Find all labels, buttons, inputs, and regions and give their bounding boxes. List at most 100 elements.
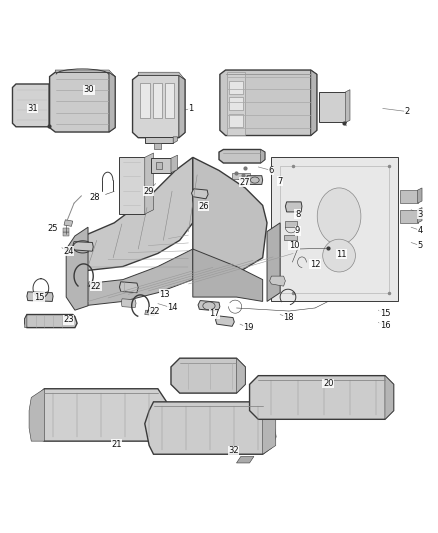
Text: 5: 5 bbox=[417, 241, 423, 250]
Polygon shape bbox=[119, 157, 145, 214]
Polygon shape bbox=[286, 202, 302, 212]
Polygon shape bbox=[171, 155, 177, 173]
Text: 4: 4 bbox=[417, 226, 423, 235]
Polygon shape bbox=[219, 149, 265, 163]
Polygon shape bbox=[73, 241, 93, 251]
Text: 20: 20 bbox=[323, 379, 333, 388]
Text: 25: 25 bbox=[47, 223, 57, 232]
Polygon shape bbox=[49, 72, 115, 132]
Ellipse shape bbox=[323, 239, 356, 272]
Polygon shape bbox=[145, 137, 173, 143]
Text: 27: 27 bbox=[239, 177, 250, 187]
Text: 10: 10 bbox=[289, 241, 299, 250]
Text: 23: 23 bbox=[63, 315, 74, 324]
Text: 9: 9 bbox=[295, 226, 300, 235]
Text: 30: 30 bbox=[84, 85, 94, 94]
Polygon shape bbox=[25, 314, 77, 328]
Text: 14: 14 bbox=[167, 303, 177, 312]
Polygon shape bbox=[346, 90, 350, 123]
Polygon shape bbox=[120, 282, 138, 293]
Polygon shape bbox=[133, 75, 185, 138]
Text: 2: 2 bbox=[404, 107, 410, 116]
Polygon shape bbox=[267, 223, 280, 302]
Polygon shape bbox=[270, 276, 286, 286]
Polygon shape bbox=[250, 376, 394, 419]
Ellipse shape bbox=[317, 188, 361, 245]
Text: 8: 8 bbox=[295, 209, 300, 219]
Polygon shape bbox=[272, 157, 398, 302]
Polygon shape bbox=[66, 227, 88, 310]
Text: 17: 17 bbox=[209, 309, 220, 318]
Text: 18: 18 bbox=[283, 313, 294, 322]
Text: 22: 22 bbox=[91, 281, 101, 290]
Polygon shape bbox=[138, 72, 185, 79]
Polygon shape bbox=[400, 190, 418, 203]
Polygon shape bbox=[151, 158, 171, 173]
Polygon shape bbox=[155, 161, 162, 169]
Polygon shape bbox=[385, 376, 394, 419]
Polygon shape bbox=[237, 456, 254, 463]
Polygon shape bbox=[191, 189, 208, 199]
Text: 24: 24 bbox=[63, 247, 74, 256]
Text: 11: 11 bbox=[336, 250, 346, 259]
Polygon shape bbox=[12, 84, 52, 127]
Polygon shape bbox=[171, 358, 245, 393]
Text: 29: 29 bbox=[143, 187, 153, 196]
Polygon shape bbox=[165, 83, 174, 118]
Polygon shape bbox=[319, 92, 346, 123]
Polygon shape bbox=[29, 389, 44, 441]
Text: 7: 7 bbox=[277, 177, 283, 186]
Text: 12: 12 bbox=[310, 260, 320, 269]
Text: 15: 15 bbox=[380, 309, 390, 318]
Polygon shape bbox=[263, 402, 276, 454]
Polygon shape bbox=[63, 228, 69, 231]
Polygon shape bbox=[232, 173, 251, 179]
Polygon shape bbox=[418, 207, 422, 223]
Polygon shape bbox=[261, 149, 265, 163]
Polygon shape bbox=[215, 316, 234, 326]
Text: 19: 19 bbox=[243, 323, 254, 332]
Polygon shape bbox=[141, 83, 150, 118]
Polygon shape bbox=[418, 188, 422, 203]
Text: 31: 31 bbox=[27, 104, 38, 113]
Text: 6: 6 bbox=[268, 166, 274, 175]
Polygon shape bbox=[55, 70, 115, 77]
Text: 3: 3 bbox=[417, 209, 423, 219]
Polygon shape bbox=[237, 358, 245, 393]
Text: 22: 22 bbox=[149, 307, 159, 316]
Text: 16: 16 bbox=[380, 321, 390, 330]
Text: 21: 21 bbox=[111, 440, 122, 449]
Polygon shape bbox=[152, 83, 162, 118]
Polygon shape bbox=[193, 249, 263, 302]
Polygon shape bbox=[84, 249, 193, 306]
Polygon shape bbox=[198, 301, 220, 311]
Polygon shape bbox=[179, 75, 185, 138]
Polygon shape bbox=[229, 114, 244, 127]
Polygon shape bbox=[311, 70, 317, 135]
Polygon shape bbox=[229, 97, 244, 110]
Text: 28: 28 bbox=[89, 193, 100, 203]
Polygon shape bbox=[109, 72, 115, 132]
Polygon shape bbox=[27, 292, 53, 302]
Text: 26: 26 bbox=[198, 202, 209, 211]
Text: 13: 13 bbox=[159, 289, 170, 298]
Polygon shape bbox=[88, 282, 99, 287]
Polygon shape bbox=[121, 299, 136, 308]
Polygon shape bbox=[25, 314, 27, 328]
Text: 15: 15 bbox=[34, 293, 44, 302]
Polygon shape bbox=[63, 232, 69, 236]
Polygon shape bbox=[246, 176, 263, 184]
Polygon shape bbox=[286, 221, 297, 227]
Polygon shape bbox=[31, 389, 171, 441]
Polygon shape bbox=[145, 402, 276, 454]
Polygon shape bbox=[284, 235, 297, 240]
Polygon shape bbox=[84, 157, 193, 271]
Polygon shape bbox=[220, 70, 317, 135]
Polygon shape bbox=[145, 310, 155, 316]
Polygon shape bbox=[193, 157, 267, 280]
Polygon shape bbox=[64, 220, 73, 227]
Text: 32: 32 bbox=[228, 446, 239, 455]
Polygon shape bbox=[400, 210, 418, 223]
Polygon shape bbox=[154, 143, 161, 149]
Polygon shape bbox=[227, 72, 245, 135]
